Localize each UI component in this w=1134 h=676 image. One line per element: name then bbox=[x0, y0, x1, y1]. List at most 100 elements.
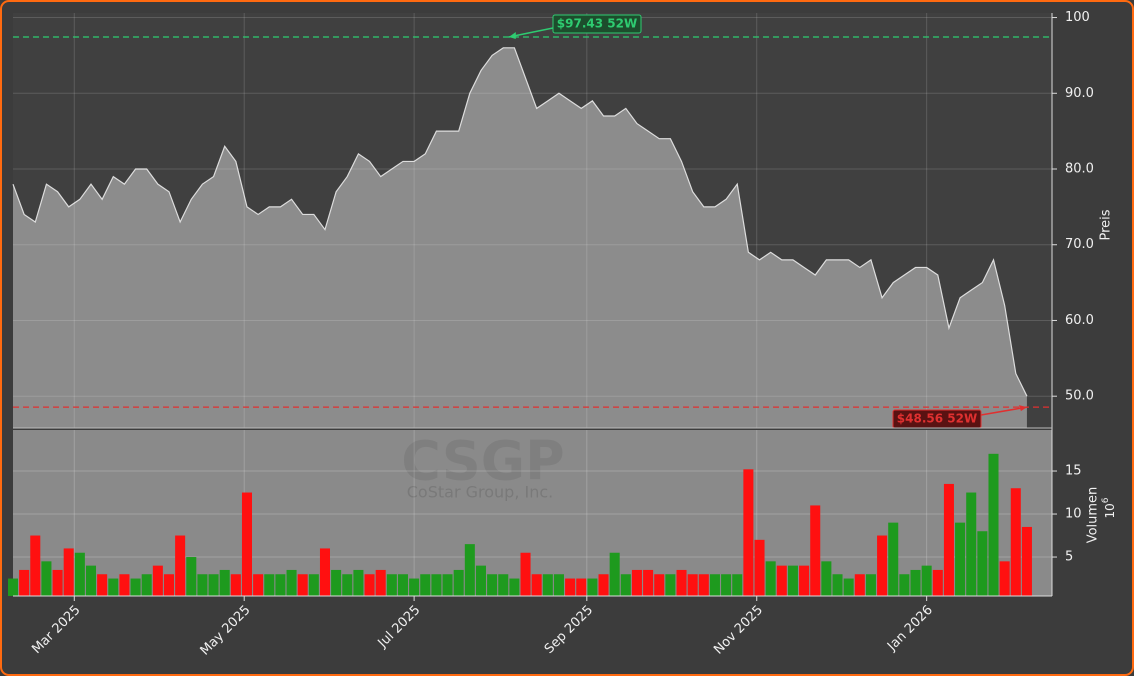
volume-bar bbox=[241, 492, 252, 596]
volume-bar bbox=[119, 574, 130, 596]
annotation-arrow bbox=[508, 27, 554, 38]
volume-bar bbox=[943, 483, 954, 596]
volume-bar bbox=[85, 565, 97, 596]
y-tick-label: 90.0 bbox=[1065, 86, 1094, 101]
volume-bar bbox=[275, 574, 286, 596]
volume-bar bbox=[888, 522, 899, 596]
volume-bar bbox=[977, 531, 988, 596]
volume-bar bbox=[854, 574, 865, 596]
volume-bar bbox=[453, 569, 464, 596]
volume-bar bbox=[598, 574, 609, 596]
volume-bar bbox=[386, 574, 397, 596]
annotation-label: $48.56 52W bbox=[897, 412, 977, 426]
volume-bar bbox=[253, 574, 264, 596]
volume-bar bbox=[988, 453, 999, 596]
price-area bbox=[13, 47, 1027, 429]
volume-bar bbox=[152, 565, 163, 596]
volume-bar bbox=[19, 569, 30, 596]
volume-bar bbox=[910, 569, 921, 596]
volume-bar bbox=[30, 535, 41, 596]
volume-bar bbox=[1010, 488, 1021, 596]
volume-bar bbox=[353, 569, 364, 596]
volume-bar bbox=[787, 565, 798, 596]
volume-bar bbox=[687, 574, 698, 596]
volume-bar bbox=[442, 574, 453, 596]
volume-bar bbox=[665, 574, 676, 596]
volume-bar bbox=[553, 574, 564, 596]
volume-bar bbox=[431, 574, 442, 596]
annotation-arrow bbox=[980, 406, 1028, 416]
volume-bar bbox=[364, 574, 375, 596]
volume-bar bbox=[821, 561, 832, 596]
volume-bar bbox=[464, 544, 475, 596]
y-tick-label: 5 bbox=[1065, 550, 1073, 565]
annotation-box bbox=[552, 14, 642, 34]
volume-bar bbox=[130, 578, 141, 596]
volume-bar bbox=[342, 574, 353, 596]
volume-bar bbox=[932, 569, 943, 596]
volume-bar bbox=[509, 578, 520, 596]
volume-bar bbox=[865, 574, 876, 596]
volume-bar bbox=[409, 578, 420, 596]
volume-bar bbox=[475, 565, 486, 596]
volume-bar bbox=[899, 574, 910, 596]
volume-bar bbox=[74, 552, 85, 596]
volume-bar bbox=[843, 578, 854, 596]
volume-bar bbox=[420, 574, 431, 596]
volume-bar bbox=[620, 574, 631, 596]
price-line bbox=[12, 47, 1028, 397]
volume-bar bbox=[208, 574, 219, 596]
volume-title: CSGP bbox=[401, 430, 564, 493]
volume-bar bbox=[542, 574, 553, 596]
y-tick-label: 10 bbox=[1065, 507, 1082, 522]
volume-bar bbox=[498, 574, 509, 596]
y-tick-label: 100 bbox=[1065, 10, 1090, 25]
volume-bar bbox=[531, 574, 542, 596]
volume-bar bbox=[97, 574, 108, 596]
volume-bar bbox=[955, 522, 966, 596]
volume-bar bbox=[877, 535, 888, 596]
volume-bar bbox=[765, 561, 776, 596]
volume-bar bbox=[397, 574, 408, 596]
volume-bar bbox=[631, 569, 642, 596]
volume-bar bbox=[52, 569, 63, 596]
volume-bar bbox=[832, 574, 843, 596]
volume-bar bbox=[319, 548, 330, 596]
volume-bar bbox=[108, 578, 119, 596]
volume-bar bbox=[587, 578, 598, 596]
volume-bar bbox=[63, 548, 74, 596]
y-tick-label: 50.0 bbox=[1065, 389, 1094, 404]
volume-bar bbox=[175, 535, 186, 596]
volume-bar bbox=[230, 574, 241, 596]
volume-bar bbox=[375, 569, 386, 596]
volume-bar bbox=[743, 469, 754, 596]
volume-bar bbox=[520, 552, 531, 596]
volume-bar bbox=[754, 539, 765, 596]
volume-bar bbox=[776, 565, 787, 596]
volume-bar bbox=[676, 569, 687, 596]
volume-bar bbox=[732, 574, 743, 596]
volume-bar bbox=[308, 574, 319, 596]
volume-bar bbox=[186, 557, 197, 596]
volume-bar bbox=[487, 574, 498, 596]
volume-bar bbox=[999, 561, 1010, 596]
volume-bar bbox=[219, 569, 230, 596]
volume-bar bbox=[966, 492, 977, 596]
volume-bar bbox=[643, 569, 654, 596]
y-axis-label: Volumen bbox=[1086, 487, 1101, 544]
volume-bar bbox=[576, 578, 587, 596]
annotation-arrowhead bbox=[508, 32, 516, 40]
y-tick-label: 80.0 bbox=[1065, 162, 1094, 177]
volume-bar bbox=[197, 574, 208, 596]
volume-bar bbox=[810, 505, 821, 596]
volume-bar bbox=[163, 574, 175, 596]
volume-bar bbox=[264, 574, 275, 596]
y-tick-label: 15 bbox=[1065, 464, 1082, 479]
volume-bar bbox=[565, 578, 576, 596]
y-tick-label: 70.0 bbox=[1065, 237, 1094, 252]
volume-bar bbox=[141, 574, 152, 596]
y-tick-label: 60.0 bbox=[1065, 313, 1094, 328]
volume-bar bbox=[721, 574, 732, 596]
volume-bar bbox=[709, 574, 720, 596]
